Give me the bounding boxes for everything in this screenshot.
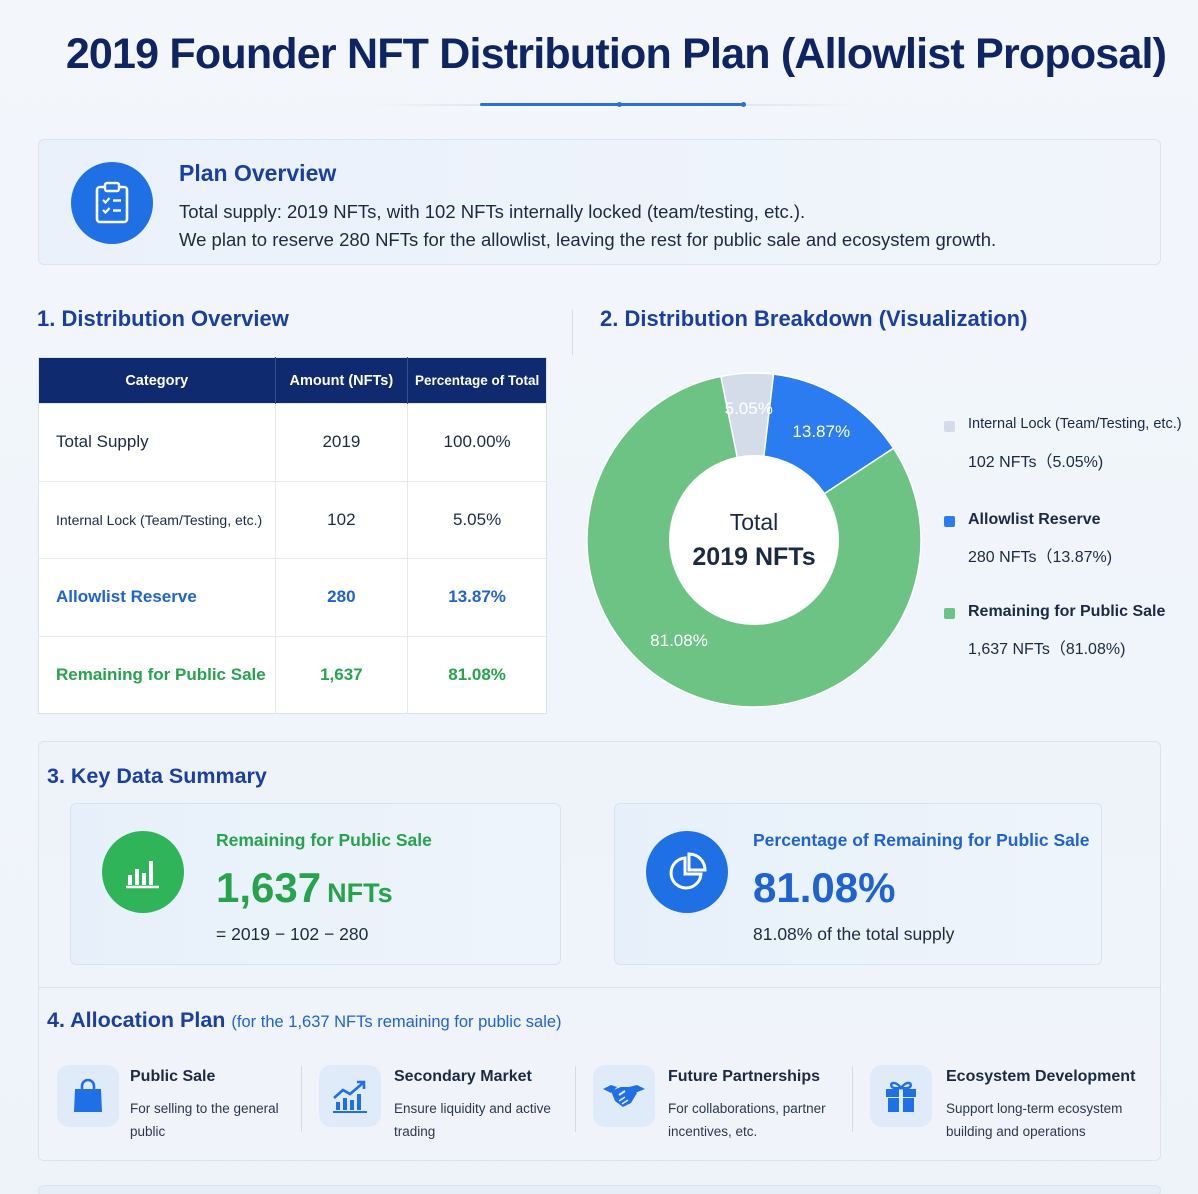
title-accent-dot bbox=[617, 102, 622, 107]
row-amount: 1,637 bbox=[275, 635, 409, 714]
allocation-heading-note: (for the 1,637 NFTs remaining for public… bbox=[231, 1013, 562, 1031]
column-header-percentage: Percentage of Total bbox=[407, 357, 547, 404]
shopping-bag-icon bbox=[57, 1065, 119, 1127]
bar-chart-icon bbox=[102, 831, 184, 913]
allocation-item-title: Public Sale bbox=[130, 1068, 216, 1085]
footer-strip bbox=[38, 1185, 1161, 1194]
row-percent: 13.87% bbox=[407, 558, 547, 636]
legend-swatch bbox=[944, 516, 955, 527]
allocation-item-desc: For selling to the general public bbox=[130, 1101, 279, 1139]
legend-swatch bbox=[944, 421, 955, 432]
allocation-divider bbox=[301, 1066, 302, 1132]
donut-chart: 5.05% 13.87% 81.08% Total 2019 NFTs bbox=[586, 372, 922, 708]
row-category: Allowlist Reserve bbox=[38, 558, 276, 636]
clipboard-icon bbox=[71, 162, 153, 244]
allocation-item-ecosystem-development: Ecosystem Development Support long-term … bbox=[870, 1064, 1135, 1144]
allocation-divider bbox=[575, 1066, 576, 1132]
key-data-summary-heading: 3. Key Data Summary bbox=[47, 764, 267, 788]
table-row: Remaining for Public Sale 1,637 81.08% bbox=[38, 635, 547, 714]
allocation-item-desc: Support long-term ecosystem building and… bbox=[946, 1101, 1123, 1139]
handshake-icon bbox=[593, 1065, 655, 1127]
allocation-item-desc: For collaborations, partner incentives, … bbox=[668, 1101, 826, 1139]
card-label: Percentage of Remaining for Public Sale bbox=[753, 830, 1090, 850]
title-accent-dot-end bbox=[741, 102, 746, 107]
column-header-category: Category bbox=[38, 357, 276, 404]
donut-center-label-top: Total bbox=[730, 509, 779, 535]
legend-label: Internal Lock (Team/Testing, etc.) bbox=[968, 416, 1182, 432]
legend-item-internal-lock: Internal Lock (Team/Testing, etc.) 102 N… bbox=[944, 416, 1194, 472]
table-row: Total Supply 2019 100.00% bbox=[38, 403, 547, 481]
trending-chart-icon bbox=[319, 1065, 381, 1127]
allocation-item-title: Ecosystem Development bbox=[946, 1068, 1136, 1085]
card-formula: = 2019 − 102 − 280 bbox=[216, 924, 369, 944]
plan-overview-card: Plan Overview Total supply: 2019 NFTs, w… bbox=[38, 139, 1161, 265]
slice-data-label: 5.05% bbox=[725, 399, 773, 418]
row-category: Total Supply bbox=[38, 403, 276, 481]
page-title: 2019 Founder NFT Distribution Plan (Allo… bbox=[65, 30, 1167, 78]
row-amount: 280 bbox=[275, 558, 409, 636]
legend-label: Remaining for Public Sale bbox=[968, 603, 1166, 620]
remaining-count: 1,637 bbox=[216, 864, 322, 911]
panel-divider bbox=[38, 987, 1161, 988]
pie-chart-icon bbox=[646, 831, 728, 913]
legend-swatch bbox=[944, 608, 955, 619]
row-category: Remaining for Public Sale bbox=[38, 635, 276, 714]
remaining-public-sale-card: Remaining for Public Sale 1,637 NFTs = 20… bbox=[70, 803, 561, 965]
row-category: Internal Lock (Team/Testing, etc.) bbox=[38, 480, 276, 559]
legend-item-allowlist: Allowlist Reserve 280 NFTs（13.87%) bbox=[944, 511, 1194, 567]
legend-value: 1,637 NFTs（81.08%) bbox=[968, 641, 1126, 658]
table-row: Internal Lock (Team/Testing, etc.) 102 5… bbox=[38, 480, 547, 559]
donut-center-label-bottom: 2019 NFTs bbox=[692, 543, 815, 571]
row-percent: 81.08% bbox=[407, 635, 547, 714]
row-percent: 100.00% bbox=[407, 403, 547, 481]
allocation-plan-heading: 4. Allocation Plan (for the 1,637 NFTs re… bbox=[47, 1008, 562, 1033]
allocation-item-title: Secondary Market bbox=[394, 1068, 532, 1085]
overview-line-2: We plan to reserve 280 NFTs for the allo… bbox=[179, 229, 997, 250]
title-accent-bar bbox=[480, 103, 746, 106]
allocation-item-public-sale: Public Sale For selling to the general p… bbox=[57, 1064, 307, 1144]
overview-line-1: Total supply: 2019 NFTs, with 102 NFTs i… bbox=[179, 201, 806, 222]
distribution-table: Category Amount (NFTs) Percentage of Tot… bbox=[38, 357, 547, 714]
legend-item-public-sale: Remaining for Public Sale 1,637 NFTs（81.… bbox=[944, 603, 1194, 659]
gift-icon bbox=[870, 1065, 932, 1127]
card-value: 1,637 NFTs bbox=[216, 864, 393, 912]
allocation-item-secondary-market: Secondary Market Ensure liquidity and ac… bbox=[319, 1064, 569, 1144]
legend-value: 280 NFTs（13.87%) bbox=[968, 549, 1113, 566]
distribution-breakdown-heading: 2. Distribution Breakdown (Visualization… bbox=[600, 306, 1028, 331]
slice-data-label: 81.08% bbox=[650, 631, 708, 650]
allocation-item-future-partnerships: Future Partnerships For collaborations, … bbox=[593, 1064, 843, 1144]
allocation-divider bbox=[852, 1066, 853, 1132]
row-amount: 2019 bbox=[275, 403, 409, 481]
table-row: Allowlist Reserve 280 13.87% bbox=[38, 558, 547, 636]
legend-value: 102 NFTs（5.05%) bbox=[968, 454, 1104, 471]
slice-data-label: 13.87% bbox=[792, 422, 850, 441]
allocation-heading-text: 4. Allocation Plan bbox=[47, 1008, 226, 1032]
legend-label: Allowlist Reserve bbox=[968, 511, 1101, 528]
card-note: 81.08% of the total supply bbox=[753, 924, 955, 944]
section-divider bbox=[572, 310, 573, 355]
card-value: 81.08% bbox=[753, 864, 896, 911]
column-header-amount: Amount (NFTs) bbox=[275, 357, 409, 404]
table-header-row: Category Amount (NFTs) Percentage of Tot… bbox=[38, 357, 547, 404]
remaining-unit: NFTs bbox=[327, 878, 393, 908]
allocation-item-title: Future Partnerships bbox=[668, 1068, 821, 1085]
row-percent: 5.05% bbox=[407, 480, 547, 559]
card-label: Remaining for Public Sale bbox=[216, 830, 432, 850]
donut-hole bbox=[669, 455, 839, 625]
remaining-percentage-card: Percentage of Remaining for Public Sale … bbox=[614, 803, 1102, 965]
row-amount: 102 bbox=[275, 480, 409, 559]
distribution-overview-heading: 1. Distribution Overview bbox=[37, 306, 289, 331]
allocation-item-desc: Ensure liquidity and active trading bbox=[394, 1101, 551, 1139]
overview-heading: Plan Overview bbox=[179, 160, 337, 186]
